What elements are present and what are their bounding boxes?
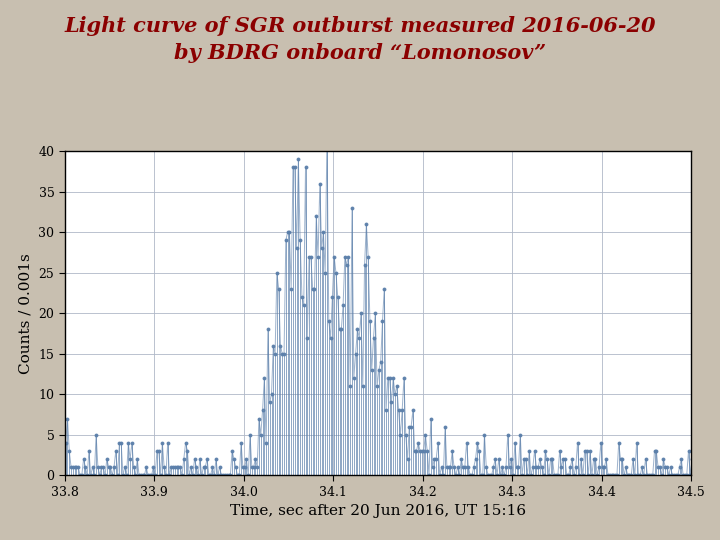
- X-axis label: Time, sec after 20 Jun 2016, UT 15:16: Time, sec after 20 Jun 2016, UT 15:16: [230, 504, 526, 518]
- Text: Light curve of SGR outburst measured 2016-06-20
by BDRG onboard “Lomonosov”: Light curve of SGR outburst measured 201…: [64, 16, 656, 63]
- Y-axis label: Counts / 0.001s: Counts / 0.001s: [19, 253, 33, 374]
